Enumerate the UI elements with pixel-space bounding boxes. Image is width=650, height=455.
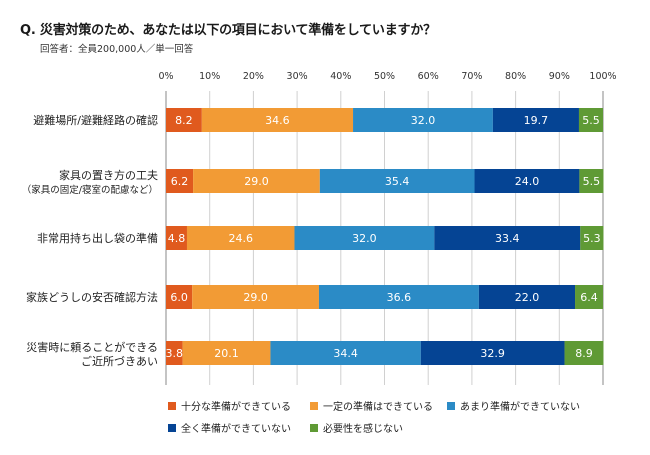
data-label: 6.0 xyxy=(170,291,188,304)
legend-label: 十分な準備ができている xyxy=(181,402,291,413)
x-tick-label: 40% xyxy=(330,71,351,82)
data-label: 32.0 xyxy=(411,114,436,127)
legend-item: 必要性を感じない xyxy=(310,420,403,435)
bar-segment xyxy=(166,226,187,250)
bar-segment xyxy=(319,169,475,193)
x-tick-label: 0% xyxy=(158,71,173,82)
data-label: 5.5 xyxy=(583,175,601,188)
data-label: 32.0 xyxy=(352,232,377,245)
data-label: 5.5 xyxy=(582,114,600,127)
bar-segment xyxy=(166,341,183,365)
bar-segment xyxy=(492,108,579,132)
data-label: 6.4 xyxy=(580,291,598,304)
legend-label: あまり準備ができていない xyxy=(460,402,580,413)
category-label: 災害時に頼ることができる xyxy=(26,340,158,354)
bar-segment xyxy=(579,169,604,193)
legend-label: 全く準備ができていない xyxy=(181,424,291,435)
bar-segment xyxy=(575,285,603,309)
legend-swatch xyxy=(310,423,318,432)
legend-label: 必要性を感じない xyxy=(323,424,403,435)
data-label: 29.0 xyxy=(243,291,268,304)
legend-swatch xyxy=(447,401,455,410)
data-label: 24.0 xyxy=(515,175,540,188)
category-label: 非常用持ち出し袋の準備 xyxy=(37,231,158,245)
legend-swatch xyxy=(310,401,318,410)
x-tick-label: 20% xyxy=(243,71,264,82)
bar-segment xyxy=(353,108,493,132)
category-label: 家具の置き方の工夫 xyxy=(59,168,158,182)
data-label: 36.6 xyxy=(387,291,412,304)
data-label: 34.4 xyxy=(333,347,358,360)
x-tick-label: 50% xyxy=(374,71,395,82)
data-label: 33.4 xyxy=(495,232,520,245)
chart-title: Q. 災害対策のため、あなたは以下の項目において準備をしていますか？ xyxy=(20,23,436,38)
data-label: 29.0 xyxy=(244,175,269,188)
bar-segment xyxy=(580,226,604,250)
legend-label: 一定の準備はできている xyxy=(323,402,433,413)
legend-item: あまり準備ができていない xyxy=(447,398,580,413)
data-label: 20.1 xyxy=(214,347,239,360)
x-tick-label: 70% xyxy=(461,71,482,82)
bar-segment xyxy=(420,341,565,365)
category-sublabel: （家具の固定/寝室の配慮など） xyxy=(22,184,158,196)
bar-segment xyxy=(294,226,435,250)
legend-swatch xyxy=(168,423,176,432)
bar-segment xyxy=(193,169,320,193)
category-label: 家族どうしの安否確認方法 xyxy=(26,290,158,304)
bar-segment xyxy=(474,169,580,193)
legend-swatch xyxy=(168,401,176,410)
data-label: 32.9 xyxy=(480,347,505,360)
x-tick-label: 80% xyxy=(505,71,526,82)
data-label: 6.2 xyxy=(171,175,189,188)
bar-segment xyxy=(201,108,354,132)
bar-segment xyxy=(166,108,202,132)
data-label: 19.7 xyxy=(524,114,549,127)
bar-segment xyxy=(478,285,576,309)
category-sublabel: ご近所づきあい xyxy=(81,354,158,368)
data-label: 5.3 xyxy=(583,232,601,245)
data-label: 22.0 xyxy=(515,291,540,304)
chart-subtitle: 回答者：全員200,000人／単一回答 xyxy=(40,44,194,55)
data-label: 24.6 xyxy=(228,232,253,245)
bar-segment xyxy=(182,341,271,365)
data-label: 8.9 xyxy=(575,347,593,360)
x-tick-label: 60% xyxy=(418,71,439,82)
bar-segment xyxy=(578,108,603,132)
data-label: 34.6 xyxy=(265,114,290,127)
x-tick-label: 10% xyxy=(199,71,220,82)
legend-item: 全く準備ができていない xyxy=(168,420,291,435)
x-tick-label: 100% xyxy=(589,71,616,82)
bar-segment xyxy=(318,285,479,309)
data-label: 8.2 xyxy=(175,114,193,127)
bar-segment xyxy=(166,169,194,193)
bar-segment xyxy=(434,226,581,250)
bar-segment xyxy=(192,285,319,309)
bar-segment xyxy=(270,341,421,365)
category-label: 避難場所/避難経路の確認 xyxy=(33,113,158,127)
bar-segment xyxy=(166,285,193,309)
data-label: 35.4 xyxy=(385,175,410,188)
data-label: 4.8 xyxy=(168,232,186,245)
legend-item: 十分な準備ができている xyxy=(168,398,291,413)
x-tick-label: 90% xyxy=(549,71,570,82)
x-tick-label: 30% xyxy=(287,71,308,82)
data-label: 3.8 xyxy=(166,347,184,360)
bar-segment xyxy=(186,226,295,250)
legend-item: 一定の準備はできている xyxy=(310,398,433,413)
bar-segment xyxy=(564,341,604,365)
